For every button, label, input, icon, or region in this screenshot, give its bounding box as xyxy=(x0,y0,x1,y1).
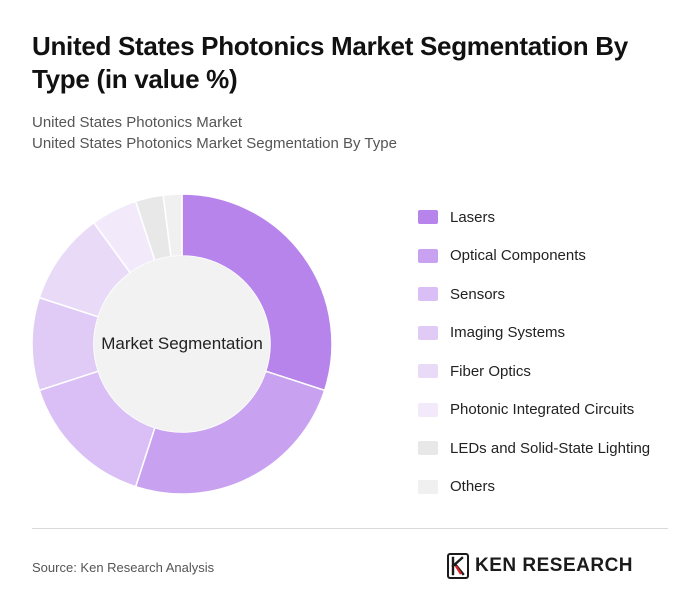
legend-label: Photonic Integrated Circuits xyxy=(450,401,635,419)
legend-item-others: Others xyxy=(418,468,688,507)
legend-label: Optical Components xyxy=(450,247,586,265)
chart-title: United States Photonics Market Segmentat… xyxy=(32,31,628,94)
ken-research-logo-text: KEN RESEARCH xyxy=(475,555,634,576)
legend-label: Fiber Optics xyxy=(450,362,531,380)
source-note: Source: Ken Research Analysis xyxy=(32,560,215,575)
donut-chart-svg xyxy=(32,194,332,494)
legend-swatch xyxy=(418,402,438,417)
legend-item-fiber-optics: Fiber Optics xyxy=(418,352,688,391)
legend-label: Sensors xyxy=(450,285,506,303)
legend-swatch xyxy=(418,248,438,263)
legend-label: Others xyxy=(450,478,496,496)
legend-item-leds-and-solid-state-lighting: LEDs and Solid-State Lighting xyxy=(418,429,688,468)
ken-research-logo-icon xyxy=(447,553,469,579)
chart-subtitle-segmentation: United States Photonics Market Segmentat… xyxy=(32,135,397,152)
legend-swatch xyxy=(418,479,438,494)
legend-item-sensors: Sensors xyxy=(418,275,688,314)
chart-subtitle-market: United States Photonics Market xyxy=(32,114,243,131)
legend-label: Imaging Systems xyxy=(450,324,566,342)
donut-hole xyxy=(94,256,270,432)
legend-label: LEDs and Solid-State Lighting xyxy=(450,439,651,457)
ken-research-logo: KEN RESEARCH xyxy=(447,553,633,579)
legend-item-photonic-integrated-circuits: Photonic Integrated Circuits xyxy=(418,391,688,430)
donut-chart xyxy=(32,194,332,494)
legend-swatch xyxy=(418,441,438,456)
legend-swatch xyxy=(418,287,438,302)
legend-swatch xyxy=(418,210,438,225)
legend-item-imaging-systems: Imaging Systems xyxy=(418,314,688,353)
legend-swatch xyxy=(418,325,438,340)
legend-swatch xyxy=(418,364,438,379)
chart-legend: Lasers Optical Components Sensors Imaging S… xyxy=(418,198,688,506)
legend-label: Lasers xyxy=(450,208,496,226)
legend-item-optical-components: Optical Components xyxy=(418,237,688,276)
legend-item-lasers: Lasers xyxy=(418,198,688,237)
footer-divider xyxy=(32,528,668,529)
